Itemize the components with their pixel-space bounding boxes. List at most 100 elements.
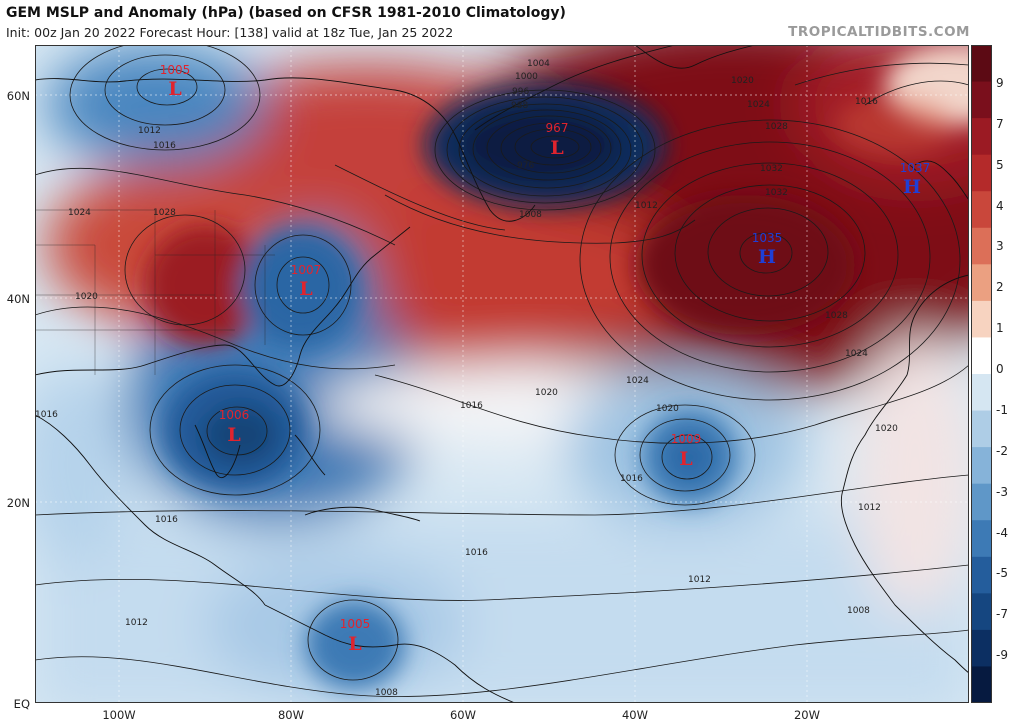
isobar-label: 1004 <box>527 59 550 69</box>
lat-label-60n: 60N <box>6 89 30 103</box>
low-value-label: 967 <box>546 121 569 135</box>
state-borders <box>35 209 275 375</box>
colorbar-tick-label: 3 <box>996 239 1004 253</box>
isobar-label: 1012 <box>138 126 161 136</box>
colorbar-swatch <box>972 45 991 83</box>
isobar-label: 1016 <box>153 141 176 151</box>
colorbar-swatch <box>972 81 991 119</box>
low-value-label: 1009 <box>671 432 702 446</box>
lat-label-40n: 40N <box>6 292 30 306</box>
colorbar-tick-label: -7 <box>996 607 1008 621</box>
lon-label-80w: 80W <box>277 708 305 722</box>
low-value-label: 1005 <box>340 617 371 631</box>
low-pressure-marker: L <box>550 137 563 159</box>
graticule <box>35 45 969 703</box>
high-value-label: 1035 <box>752 231 783 245</box>
map-subtitle: Init: 00z Jan 20 2022 Forecast Hour: [13… <box>6 25 454 40</box>
isobar-label: 1028 <box>153 208 176 218</box>
isobar-label: 1020 <box>875 424 898 434</box>
isobar-label: 988 <box>511 101 528 111</box>
low-pressure-marker: L <box>227 424 240 446</box>
low-value-label: 1005 <box>160 63 191 77</box>
isobar-label: 1024 <box>626 376 649 386</box>
isobar-label: 1012 <box>688 575 711 585</box>
colorbar-tick-label: 0 <box>996 362 1004 376</box>
pressure-centers: 1005 L 967 L 1037 H 1035 H 1007 L 1006 L… <box>160 63 931 655</box>
colorbar-swatch <box>972 154 991 192</box>
colorbar-swatch <box>972 118 991 156</box>
isobar-label: 996 <box>512 87 529 97</box>
colorbar-swatches <box>972 45 991 703</box>
isobar-label: 1008 <box>375 688 398 698</box>
low-pressure-marker: L <box>348 633 361 655</box>
colorbar-tick-label: -3 <box>996 485 1008 499</box>
isobar-label: 1032 <box>760 164 783 174</box>
low-pressure-marker: L <box>168 78 181 100</box>
colorbar-swatch <box>972 227 991 265</box>
colorbar-swatch <box>972 483 991 521</box>
low-pressure-marker: L <box>679 448 692 470</box>
isobar-label: 1028 <box>765 122 788 132</box>
isobar-label: 1020 <box>75 292 98 302</box>
isobar-label: 1024 <box>845 349 868 359</box>
isobar-label: 1016 <box>35 410 58 420</box>
isobar-label: 1020 <box>656 404 679 414</box>
colorbar-tick-label: 7 <box>996 117 1004 131</box>
colorbar-swatch <box>972 374 991 412</box>
colorbar-tick-label: -2 <box>996 444 1008 458</box>
isobar-label: 1020 <box>535 388 558 398</box>
colorbar-tick-label: 2 <box>996 280 1004 294</box>
high-value-label: 1037 <box>900 161 931 175</box>
mslp-anomaly-map: 1004 1000 996 988 976 1008 1012 1016 102… <box>35 45 969 703</box>
colorbar-tick-label: -4 <box>996 526 1008 540</box>
isobar-label: 1008 <box>847 606 870 616</box>
lon-label-40w: 40W <box>621 708 649 722</box>
isobar-label: 1008 <box>519 210 542 220</box>
isobar-label: 1020 <box>731 76 754 86</box>
colorbar-swatch <box>972 556 991 594</box>
colorbar-tick-label: 1 <box>996 321 1004 335</box>
isobar-labels: 1004 1000 996 988 976 1008 1012 1016 102… <box>35 59 898 698</box>
colorbar-tick-label: 4 <box>996 199 1004 213</box>
isobar-label: 1016 <box>460 401 483 411</box>
low-value-label: 1006 <box>219 408 250 422</box>
site-brand[interactable]: TROPICALTIDBITS.COM <box>788 24 970 40</box>
colorbar-tick-label: -5 <box>996 566 1008 580</box>
isobar-label: 1024 <box>747 100 770 110</box>
colorbar-swatch <box>972 593 991 631</box>
isobar-label: 1012 <box>635 201 658 211</box>
lat-label-eq: EQ <box>13 697 30 711</box>
high-pressure-marker: H <box>758 246 776 268</box>
colorbar-swatch <box>972 337 991 375</box>
isobar-label: 1028 <box>825 311 848 321</box>
colorbar-tick-label: 5 <box>996 158 1004 172</box>
isobar-label: 976 <box>517 161 534 171</box>
colorbar-swatch <box>972 300 991 338</box>
colorbar-frame <box>971 45 992 703</box>
isobar-label: 1016 <box>855 97 878 107</box>
low-value-label: 1007 <box>291 263 322 277</box>
coastlines <box>35 45 969 703</box>
colorbar-swatch <box>972 447 991 485</box>
lon-label-20w: 20W <box>793 708 821 722</box>
lon-label-60w: 60W <box>449 708 477 722</box>
isobar-label: 1032 <box>765 188 788 198</box>
colorbar-swatch <box>972 410 991 448</box>
isobar-label: 1024 <box>68 208 91 218</box>
colorbar-tick-label: -9 <box>996 648 1008 662</box>
isobar-label: 1016 <box>155 515 178 525</box>
isobar-label: 1012 <box>858 503 881 513</box>
anomaly-colorbar: 9 7 5 4 3 2 1 0 -1 -2 -3 -4 -5 -7 -9 <box>971 45 1008 703</box>
colorbar-swatch <box>972 191 991 229</box>
colorbar-labels: 9 7 5 4 3 2 1 0 -1 -2 -3 -4 -5 -7 -9 <box>996 76 1008 662</box>
colorbar-swatch <box>972 264 991 302</box>
lon-label-100w: 100W <box>102 708 136 722</box>
map-title: GEM MSLP and Anomaly (hPa) (based on CFS… <box>6 5 566 21</box>
high-pressure-marker: H <box>903 176 921 198</box>
colorbar-tick-label: -1 <box>996 403 1008 417</box>
isobar-label: 1012 <box>125 618 148 628</box>
isobar-label: 1016 <box>620 474 643 484</box>
colorbar-swatch <box>972 666 991 703</box>
colorbar-swatch <box>972 629 991 667</box>
colorbar-tick-label: 9 <box>996 76 1004 90</box>
